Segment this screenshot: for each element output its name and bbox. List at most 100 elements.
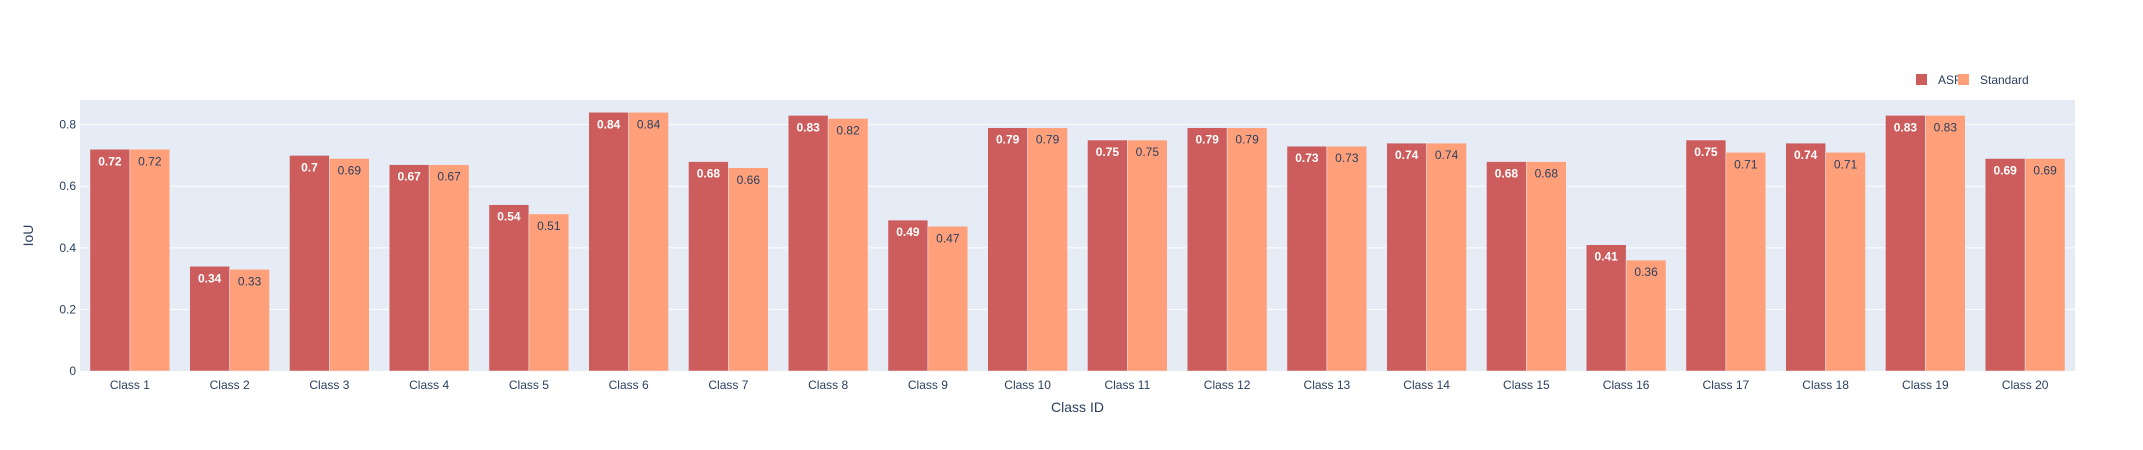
y-axis-ticks: 0 0.2 0.4 0.6 0.8 <box>59 118 76 378</box>
x-tick-label: Class 18 <box>1802 378 1849 392</box>
bar-asr[interactable] <box>688 161 729 372</box>
bar-value-label: 0.84 <box>597 117 621 131</box>
bar-value-label: 0.33 <box>238 274 262 288</box>
bar-value-label: 0.36 <box>1634 265 1658 279</box>
bar-asr[interactable] <box>1386 142 1427 372</box>
bar-standard[interactable] <box>329 158 370 372</box>
x-tick-label: Class 2 <box>210 378 250 392</box>
x-tick-label: Class 11 <box>1104 378 1150 392</box>
bar-value-label: 0.74 <box>1395 148 1419 162</box>
bar-asr[interactable] <box>987 127 1028 372</box>
bar-standard[interactable] <box>827 118 869 372</box>
x-axis-title: Class ID <box>1051 399 1104 415</box>
legend[interactable]: ASR Standard <box>1916 73 2029 87</box>
bar-asr[interactable] <box>89 149 131 372</box>
bar-value-label: 0.69 <box>1993 164 2017 178</box>
bar-value-label: 0.72 <box>98 154 122 168</box>
x-tick-label: Class 17 <box>1703 378 1750 392</box>
bar-value-label: 0.71 <box>1734 157 1758 171</box>
bar-asr[interactable] <box>1885 115 1926 372</box>
y-tick-label: 0.2 <box>59 302 76 316</box>
bar-standard[interactable] <box>1725 152 1767 372</box>
y-axis-title: IoU <box>20 225 36 247</box>
bar-standard[interactable] <box>129 149 171 372</box>
x-tick-label: Class 8 <box>808 378 848 392</box>
bar-asr[interactable] <box>1685 139 1727 372</box>
bar-standard[interactable] <box>1127 139 1168 372</box>
bar-asr[interactable] <box>1984 158 2026 372</box>
x-tick-label: Class 7 <box>708 378 748 392</box>
bar-standard[interactable] <box>1925 115 1966 372</box>
legend-label[interactable]: ASR <box>1938 73 1963 87</box>
bar-standard[interactable] <box>1426 142 1467 372</box>
bar-value-label: 0.68 <box>1535 167 1559 181</box>
bar-value-label: 0.69 <box>2033 164 2057 178</box>
bar-value-label: 0.47 <box>936 231 960 245</box>
x-tick-label: Class 13 <box>1304 378 1351 392</box>
bar-value-label: 0.82 <box>836 123 860 137</box>
bar-value-label: 0.68 <box>697 167 721 181</box>
legend-label[interactable]: Standard <box>1980 73 2029 87</box>
x-tick-label: Class 10 <box>1004 378 1051 392</box>
bar-value-label: 0.51 <box>537 219 561 233</box>
bar-asr[interactable] <box>189 266 230 372</box>
bar-value-label: 0.34 <box>198 271 222 285</box>
x-tick-label: Class 14 <box>1403 378 1450 392</box>
x-axis-ticks: Class 1 Class 2 Class 3 Class 4 Class 5 Class… <box>110 378 2049 392</box>
bar-standard[interactable] <box>2024 158 2066 372</box>
x-tick-label: Class 19 <box>1902 378 1949 392</box>
plot-area <box>80 100 2075 371</box>
bar-asr[interactable] <box>1286 145 1328 372</box>
bar-asr[interactable] <box>289 155 330 372</box>
y-tick-label: 0 <box>69 364 76 378</box>
bar-value-label: 0.7 <box>301 160 318 174</box>
y-tick-label: 0.6 <box>59 179 76 193</box>
bar-standard[interactable] <box>528 213 570 372</box>
legend-swatch[interactable] <box>1916 74 1927 85</box>
x-tick-label: Class 6 <box>609 378 649 392</box>
x-tick-label: Class 20 <box>2002 378 2049 392</box>
bar-standard[interactable] <box>1526 161 1567 372</box>
x-tick-label: Class 9 <box>908 378 948 392</box>
bar-asr[interactable] <box>388 164 430 372</box>
bar-value-label: 0.49 <box>896 225 920 239</box>
bar-standard[interactable] <box>1625 259 1667 372</box>
x-tick-label: Class 4 <box>409 378 449 392</box>
bar-value-label: 0.71 <box>1834 157 1858 171</box>
bar-value-label: 0.84 <box>637 117 661 131</box>
legend-swatch[interactable] <box>1958 74 1969 85</box>
bar-asr[interactable] <box>488 204 530 372</box>
bar-value-label: 0.79 <box>1195 133 1219 147</box>
bar-standard[interactable] <box>1326 145 1368 372</box>
bar-value-label: 0.83 <box>1894 120 1918 134</box>
bar-asr[interactable] <box>1486 161 1527 372</box>
bar-value-label: 0.79 <box>1235 133 1259 147</box>
bar-standard[interactable] <box>428 164 470 372</box>
x-tick-label: Class 15 <box>1503 378 1550 392</box>
bar-standard[interactable] <box>628 112 669 372</box>
bar-standard[interactable] <box>1027 127 1068 372</box>
y-tick-label: 0.4 <box>59 241 76 255</box>
bar-value-label: 0.75 <box>1136 145 1160 159</box>
bar-asr[interactable] <box>588 112 629 372</box>
bar-asr[interactable] <box>1785 142 1826 372</box>
bar-standard[interactable] <box>229 269 270 372</box>
bar-standard[interactable] <box>1226 127 1268 372</box>
bar-value-label: 0.74 <box>1435 148 1459 162</box>
bar-value-label: 0.73 <box>1295 151 1319 165</box>
bar-value-label: 0.67 <box>397 170 421 184</box>
x-tick-label: Class 16 <box>1603 378 1650 392</box>
bar-standard[interactable] <box>1825 152 1866 372</box>
bar-value-label: 0.79 <box>1036 133 1060 147</box>
bar-value-label: 0.83 <box>1934 120 1958 134</box>
bar-asr[interactable] <box>1186 127 1228 372</box>
y-tick-label: 0.8 <box>59 118 76 132</box>
bar-value-label: 0.79 <box>996 133 1020 147</box>
bar-asr[interactable] <box>1087 139 1128 372</box>
bar-standard[interactable] <box>927 226 969 372</box>
bar-standard[interactable] <box>728 167 769 372</box>
bar-asr[interactable] <box>787 115 829 372</box>
bar-asr[interactable] <box>887 219 929 372</box>
bar-value-label: 0.75 <box>1694 145 1718 159</box>
bar-value-label: 0.41 <box>1594 250 1618 264</box>
